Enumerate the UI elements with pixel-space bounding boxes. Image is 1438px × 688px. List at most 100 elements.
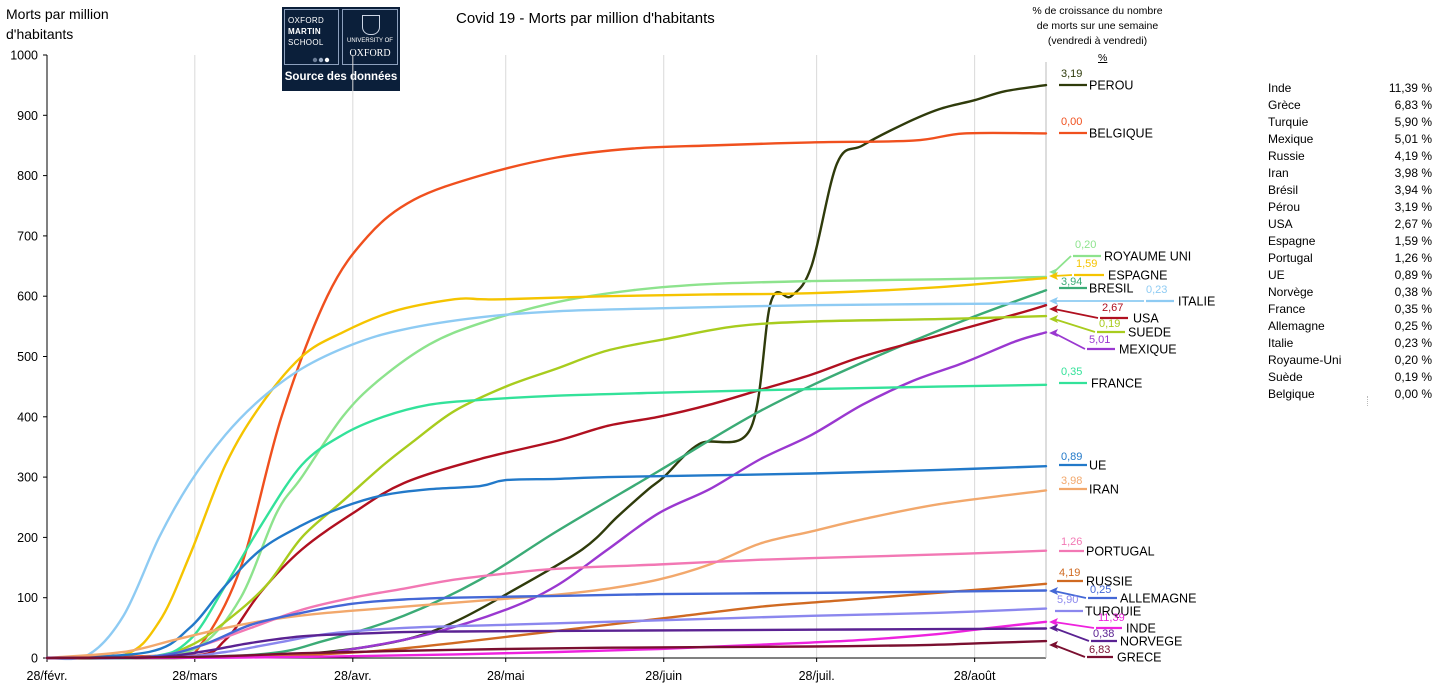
series-arrow <box>1053 318 1096 333</box>
table-value: 4,19 % <box>1394 149 1432 163</box>
series-name-label: NORVEGE <box>1120 635 1182 649</box>
series-arrow-head <box>1049 618 1058 626</box>
series-arrow-head <box>1049 297 1058 305</box>
logo-caption: Source des données <box>284 71 398 83</box>
table-value: 0,38 % <box>1394 285 1432 299</box>
series-pct-label: 2,67 <box>1102 302 1123 314</box>
table-country: Brésil <box>1268 183 1299 197</box>
series-pct-label: 0,38 <box>1093 628 1114 640</box>
series-pct-label: 1,59 <box>1076 258 1097 270</box>
table-row: Iran 3,98 % <box>1268 165 1432 182</box>
table-row: Pérou 3,19 % <box>1268 199 1432 216</box>
table-row: Royaume-Uni 0,20 % <box>1268 352 1432 369</box>
table-country: UE <box>1268 268 1285 282</box>
series-arrow <box>1053 627 1090 642</box>
y-tick-label: 900 <box>17 109 38 123</box>
series-arrow-head <box>1049 587 1058 595</box>
x-tick-label: 28/juil. <box>799 669 835 683</box>
table-country: Norvège <box>1268 285 1314 299</box>
series-arrow <box>1053 308 1099 319</box>
logo-univ-panel <box>342 9 398 65</box>
pct-header-line2: de morts sur une semaine <box>1036 20 1159 32</box>
table-value: 0,89 % <box>1394 268 1432 282</box>
series-line <box>45 607 1048 660</box>
table-row: Italie 0,23 % <box>1268 335 1432 352</box>
series-pct-label: 0,00 <box>1061 116 1082 128</box>
series-arrow-head <box>1049 641 1058 649</box>
table-country: Turquie <box>1268 115 1309 129</box>
series-pct-label: 3,19 <box>1061 68 1082 80</box>
series-line <box>45 131 1048 660</box>
pct-header-line3: (vendredi à vendredi) <box>1047 35 1148 47</box>
table-country: Portugal <box>1268 251 1313 265</box>
table-value: 3,19 % <box>1394 200 1432 214</box>
table-country: USA <box>1268 217 1293 231</box>
series-name-label: RUSSIE <box>1086 575 1133 589</box>
series-line <box>45 331 1048 660</box>
table-divider <box>1367 396 1369 406</box>
logo-line1: OXFORD <box>288 16 325 25</box>
table-value: 1,59 % <box>1394 234 1432 248</box>
series-pct-label: 5,01 <box>1089 334 1110 346</box>
series-name-label: ROYAUME UNI <box>1104 250 1191 264</box>
y-tick-label: 500 <box>17 350 38 364</box>
table-value: 2,67 % <box>1394 217 1432 231</box>
table-value: 11,39 % <box>1388 81 1432 95</box>
series-line <box>45 304 1048 660</box>
table-value: 0,25 % <box>1394 319 1432 333</box>
series-arrow-head <box>1049 305 1058 313</box>
table-row: Mexique 5,01 % <box>1268 131 1432 148</box>
table-value: 3,94 % <box>1394 183 1432 197</box>
series-pct-label: 5,90 <box>1057 594 1078 606</box>
table-value: 1,26 % <box>1394 251 1432 265</box>
y-tick-label: 600 <box>17 290 38 304</box>
logo-line3: SCHOOL <box>288 38 324 47</box>
table-country: Suède <box>1268 370 1303 384</box>
y-tick-label: 700 <box>17 229 38 243</box>
x-tick-label: 28/mai <box>487 669 525 683</box>
series-name-label: FRANCE <box>1091 377 1142 391</box>
table-row: UE 0,89 % <box>1268 267 1432 284</box>
series-line <box>45 302 1048 661</box>
series-line <box>45 620 1048 660</box>
series-name-label: ESPAGNE <box>1108 269 1168 283</box>
y-tick-label: 800 <box>17 169 38 183</box>
series-pct-label: 0,19 <box>1099 318 1120 330</box>
x-tick-label: 28/avr. <box>334 669 372 683</box>
series-line <box>45 383 1048 660</box>
table-row: Belgique 0,00 % <box>1268 386 1432 403</box>
x-tick-label: 28/juin <box>645 669 682 683</box>
series-pct-label: 0,23 <box>1146 284 1167 296</box>
table-row: Suède 0,19 % <box>1268 369 1432 386</box>
logo-univ-line1: UNIVERSITY OF <box>347 38 393 44</box>
series-arrow <box>1053 590 1087 599</box>
series-name-label: INDE <box>1126 622 1156 636</box>
table-country: Grèce <box>1268 98 1301 112</box>
y-axis-title: Morts par million d'habitants <box>6 4 146 44</box>
series-arrow-head <box>1049 315 1058 323</box>
chart-title: Covid 19 - Morts par million d'habitants <box>456 10 715 27</box>
table-value: 0,19 % <box>1394 370 1432 384</box>
table-country: Inde <box>1268 81 1292 95</box>
table-row: Brésil 3,94 % <box>1268 182 1432 199</box>
y-tick-label: 400 <box>17 410 38 424</box>
series-arrow <box>1053 621 1095 629</box>
series-line <box>45 289 1048 660</box>
oxford-martin-logo[interactable]: OXFORD MARTIN SCHOOL UNIVERSITY OF OXFOR… <box>282 7 400 91</box>
table-row: Russie 4,19 % <box>1268 148 1432 165</box>
table-country: Belgique <box>1268 387 1315 401</box>
table-value: 5,01 % <box>1394 132 1432 146</box>
logo-line2: MARTIN <box>288 27 321 36</box>
pct-unit-label: % <box>1098 52 1108 64</box>
oxford-crest-icon <box>362 15 380 35</box>
x-tick-label: 28/août <box>954 669 996 683</box>
table-value: 5,90 % <box>1394 115 1432 129</box>
table-country: Pérou <box>1268 200 1301 214</box>
table-country: Espagne <box>1268 234 1316 248</box>
table-country: Royaume-Uni <box>1268 353 1342 367</box>
table-row: Grèce 6,83 % <box>1268 97 1432 114</box>
table-value: 0,23 % <box>1394 336 1432 350</box>
table-value: 0,20 % <box>1394 353 1432 367</box>
series-line <box>45 276 1048 660</box>
table-row: Espagne 1,59 % <box>1268 233 1432 250</box>
